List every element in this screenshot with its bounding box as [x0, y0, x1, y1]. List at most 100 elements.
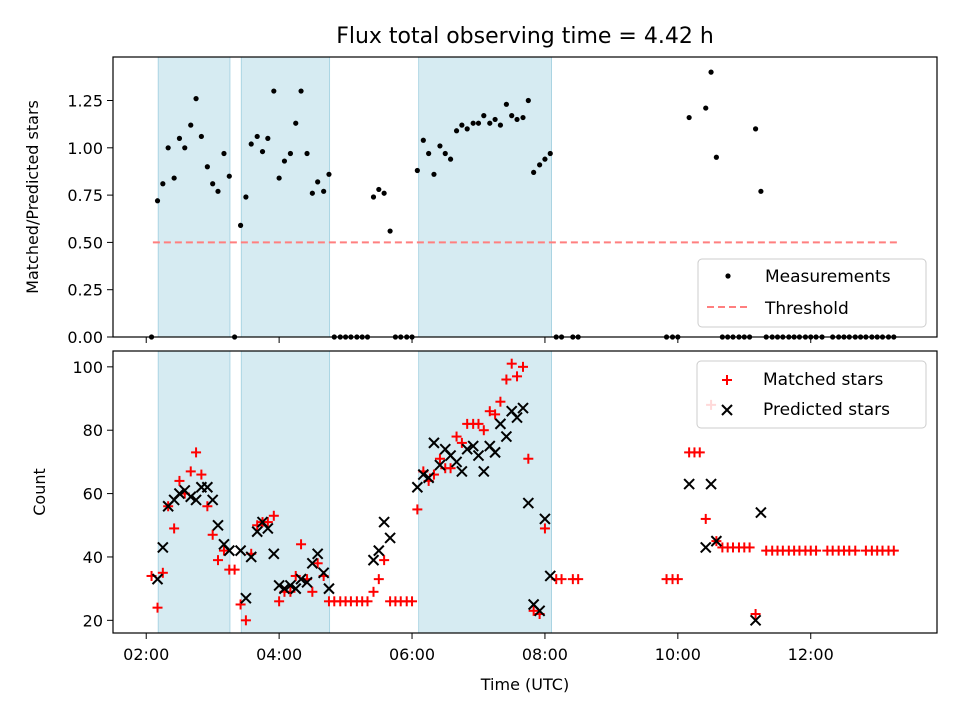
predicted-star-point-b [367, 554, 380, 566]
predicted-star-point-b [472, 449, 485, 462]
bottom-y-tick-label: 20 [83, 611, 103, 630]
top-plot-frame [112, 56, 938, 338]
measurement-point [259, 148, 266, 155]
predicted-star-point-b [539, 513, 551, 525]
measurement-point [176, 135, 183, 141]
predicted-star-point [533, 605, 546, 617]
predicted-star-point-b [323, 582, 335, 595]
predicted-star-point-b [705, 478, 717, 490]
predicted-star-point [234, 544, 247, 557]
predicted-star-point [311, 548, 324, 560]
legend-predicted-label: Predicted stars [763, 400, 890, 420]
matched-star-point [556, 574, 567, 585]
predicted-star-point-b [700, 541, 712, 554]
measurement-point [420, 137, 426, 143]
matched-star-point [811, 545, 822, 556]
measurement-point [188, 122, 194, 128]
matched-star-point [362, 596, 373, 607]
predicted-star-point-b [411, 481, 424, 493]
bottom-legend: Matched stars Predicted stars [696, 360, 927, 429]
predicted-star-point-b [428, 437, 440, 449]
matched-star-point [235, 599, 246, 610]
measurement-point [243, 194, 249, 200]
predicted-star-point-b [511, 411, 523, 424]
measurement-point [254, 133, 260, 140]
bottom-x-axis: 02:00 04:00 06:00 08:00 10:00 12:00 [123, 633, 834, 664]
matched-star-point [700, 513, 711, 524]
measurement-point [542, 156, 548, 162]
legend-predicted-marker [721, 404, 733, 416]
measurement-point [182, 145, 188, 151]
predicted-star-point [273, 579, 285, 592]
predicted-star-point [151, 573, 164, 585]
matched-star-point [490, 409, 501, 420]
measurement-point [713, 154, 719, 160]
measurement-point [276, 175, 282, 181]
matched-star-point [379, 555, 390, 566]
predicted-star-point [268, 548, 280, 560]
matched-star-point [274, 596, 285, 607]
predicted-star-point-b [251, 525, 263, 538]
measurement-point [248, 141, 254, 147]
top-legend: Measurements Threshold [697, 258, 927, 328]
top-y-tick-label: 0.25 [67, 281, 103, 300]
matched-star-point [157, 567, 168, 578]
legend-matched-label: Matched stars [763, 370, 883, 390]
predicted-star-point [544, 570, 556, 582]
measurement-point [497, 122, 504, 128]
predicted-star-point [173, 487, 186, 500]
predicted-star-point-b [494, 418, 507, 430]
measurement-point [370, 194, 377, 200]
matched-star-point [174, 475, 185, 486]
top-y-axis: 0.00 0.25 0.50 0.75 1.00 1.25 [67, 92, 113, 347]
matched-star-point [268, 510, 279, 521]
matched-star-point [744, 542, 755, 553]
predicted-star-point [472, 449, 485, 462]
matched-star-point [191, 447, 202, 458]
predicted-star-point-b [517, 402, 529, 414]
predicted-star-point [262, 522, 274, 535]
top-y-tick-label: 0.00 [67, 328, 103, 347]
predicted-star-point-b [484, 440, 496, 452]
measurement-point [437, 143, 443, 149]
measurement-point [470, 120, 476, 126]
predicted-star-point-b [533, 605, 546, 617]
measurement-point [453, 128, 460, 134]
predicted-star-point-b [500, 430, 513, 443]
measurement-point [442, 150, 448, 157]
measurement-point [686, 114, 692, 121]
predicted-star-point-b [179, 484, 191, 497]
predicted-star-point [157, 541, 169, 554]
top-y-tick-label: 0.75 [67, 186, 103, 205]
predicted-star-point-b [749, 614, 762, 627]
predicted-star-point [251, 525, 263, 538]
measurement-point [414, 167, 420, 174]
matched-star-point [152, 602, 163, 613]
shaded-interval-1 [240, 56, 331, 338]
predicted-star-point-b [185, 491, 197, 503]
predicted-star-point [434, 459, 446, 471]
predicted-star-point [500, 430, 513, 443]
measurement-point [376, 186, 382, 193]
bottom-x-tick-label: 10:00 [655, 645, 701, 664]
predicted-star-point [417, 468, 430, 481]
predicted-star-point [683, 478, 695, 490]
measurement-point [503, 101, 509, 107]
predicted-star-point-b [223, 544, 235, 557]
shaded-interval-1 [240, 350, 331, 634]
predicted-star-point [422, 472, 435, 484]
measurement-point [293, 120, 299, 126]
predicted-star-point [245, 551, 257, 563]
measurement-point [154, 198, 161, 204]
measurement-point [298, 88, 304, 94]
matched-star-point [850, 545, 861, 556]
matched-star-point [202, 501, 213, 512]
measurement-point [481, 113, 487, 119]
matched-star-point [368, 586, 379, 597]
measurement-point [537, 162, 543, 168]
predicted-star-point-b [683, 478, 695, 490]
legend-threshold-label: Threshold [764, 299, 849, 319]
predicted-star-point-b [527, 598, 540, 611]
predicted-star-point [478, 465, 490, 478]
predicted-star-point-b [273, 579, 285, 592]
